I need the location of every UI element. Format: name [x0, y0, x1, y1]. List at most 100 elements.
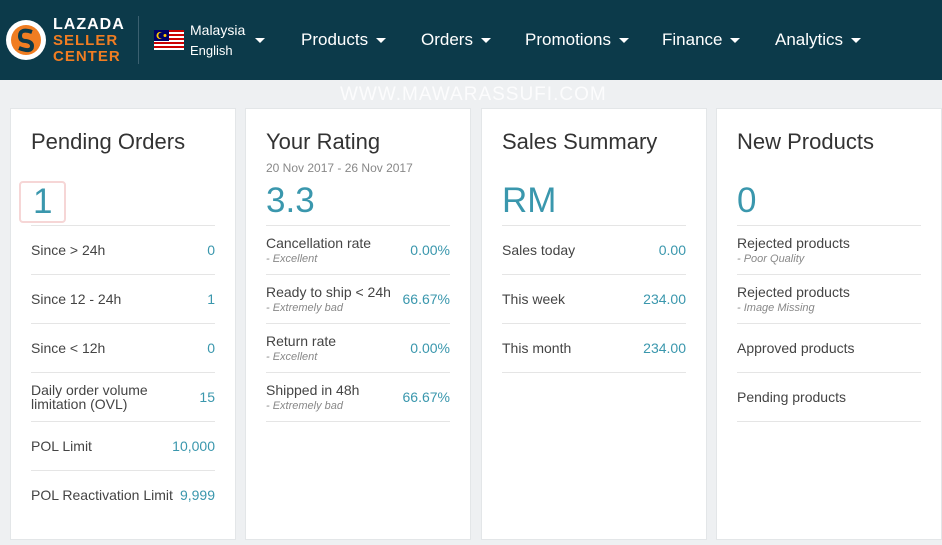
caret — [618, 38, 629, 44]
row-value: 10,000 — [172, 438, 215, 454]
divider — [138, 16, 139, 64]
row-label: Since > 24h — [31, 242, 106, 258]
header: LAZADA SELLER CENTER Malaysia English Pr… — [0, 0, 942, 80]
nav-label: Promotions — [525, 30, 611, 49]
row[interactable]: Return rate - Excellent 0.00% — [266, 324, 450, 373]
row-text: Daily order volume limitation (OVL) — [31, 383, 161, 411]
row-text: Since < 12h — [31, 341, 105, 355]
rows: Since > 24h 0 Since 12 - 24h 1 Since < 12h 0 D… — [31, 225, 215, 519]
nav-item[interactable]: Products — [301, 30, 387, 50]
row-text: Since > 24h — [31, 243, 105, 257]
big-number: 1 — [19, 181, 67, 223]
card-title: Pending Orders — [31, 129, 186, 154]
row-label: Since 12 - 24h — [31, 291, 122, 307]
caret — [851, 38, 862, 44]
nav-item[interactable]: Analytics — [775, 30, 862, 50]
logo-icon — [6, 20, 46, 60]
row[interactable]: Cancellation rate - Excellent 0.00% — [266, 226, 450, 275]
rows: Rejected products - Poor Quality Rejected … — [737, 225, 921, 422]
row-text: This month — [502, 341, 571, 355]
row-text: Since 12 - 24h — [31, 292, 121, 306]
row-text: This week — [502, 292, 565, 306]
row-text: Return rate - Excellent — [266, 334, 336, 363]
nav-item[interactable]: Finance — [662, 30, 741, 50]
row-value: 66.67% — [402, 291, 450, 307]
row-sub: - Extremely bad — [266, 301, 344, 314]
card-title: New Products — [737, 129, 874, 154]
row[interactable]: Shipped in 48h - Extremely bad 66.67% — [266, 373, 450, 422]
row-label: Daily order volume limitation (OVL) — [31, 382, 148, 412]
watermark: WWW.MAWARASSUFI.COM — [340, 84, 607, 105]
nav-label: Finance — [662, 30, 723, 49]
row-label: Approved products — [737, 340, 855, 356]
row[interactable]: Sales today 0.00 — [502, 226, 686, 275]
country[interactable]: Malaysia — [190, 22, 246, 38]
caret — [730, 38, 741, 44]
nav-item[interactable]: Promotions — [525, 30, 629, 50]
row-label: Since < 12h — [31, 340, 106, 356]
row-sub: - Image Missing — [737, 301, 815, 314]
row-label: This month — [502, 340, 572, 356]
card: Sales Summary RM Sales today 0.00 This week 2… — [481, 108, 707, 540]
row-value: 0.00% — [410, 340, 450, 356]
row-label: Sales today — [502, 242, 576, 258]
big-number: 0 — [737, 181, 757, 220]
row-text: Pending products — [737, 390, 846, 404]
row[interactable]: Rejected products - Image Missing — [737, 275, 921, 324]
row-label: This week — [502, 291, 566, 307]
row[interactable]: Rejected products - Poor Quality — [737, 226, 921, 275]
rows: Sales today 0.00 This week 234.00 This month… — [502, 225, 686, 373]
row-value: 0 — [207, 242, 215, 258]
card: New Products 0 Rejected products - Poor Qua… — [716, 108, 942, 540]
row[interactable]: Ready to ship < 24h - Extremely bad 66.67% — [266, 275, 450, 324]
row[interactable]: Since 12 - 24h 1 — [31, 275, 215, 324]
row-sub: - Excellent — [266, 252, 318, 265]
row-label: Shipped in 48h — [266, 381, 360, 398]
row[interactable]: Since > 24h 0 — [31, 226, 215, 275]
caret — [255, 38, 265, 43]
card: Your Rating 20 Nov 2017 - 26 Nov 2017 3.3 C… — [245, 108, 471, 540]
row-text: POL Reactivation Limit — [31, 488, 173, 502]
nav-label: Orders — [421, 30, 473, 49]
row-sub: - Poor Quality — [737, 252, 805, 265]
row[interactable]: Approved products — [737, 324, 921, 373]
row-value: 0.00% — [410, 242, 450, 258]
row-label: Return rate — [266, 332, 337, 349]
big-number: 3.3 — [266, 181, 315, 220]
row-label: Pending products — [737, 389, 846, 405]
row-value: 234.00 — [643, 291, 686, 307]
nav-item[interactable]: Orders — [421, 30, 491, 50]
date-range: 20 Nov 2017 - 26 Nov 2017 — [266, 161, 413, 175]
row-sub: - Extremely bad — [266, 399, 344, 412]
row-text: Approved products — [737, 341, 855, 355]
row-value: 66.67% — [402, 389, 450, 405]
row[interactable]: Daily order volume limitation (OVL) 15 — [31, 373, 215, 422]
row-text: POL Limit — [31, 439, 92, 453]
big-number: RM — [502, 181, 557, 220]
card: Pending Orders 1 Since > 24h 0 Since 12 - 24… — [10, 108, 236, 540]
row[interactable]: POL Limit 10,000 — [31, 422, 215, 471]
row[interactable]: Since < 12h 0 — [31, 324, 215, 373]
rows: Cancellation rate - Excellent 0.00% Ready t… — [266, 225, 450, 422]
row-label: Ready to ship < 24h — [266, 283, 391, 300]
row-sub: - Excellent — [266, 350, 318, 363]
row-label: Rejected products — [737, 283, 850, 300]
row-label: Rejected products — [737, 234, 850, 251]
caret — [480, 38, 491, 44]
logo-text: CENTER — [53, 48, 121, 65]
nav-label: Products — [301, 30, 369, 49]
flag — [154, 30, 184, 50]
row[interactable]: This month 234.00 — [502, 324, 686, 373]
row-value: 1 — [207, 291, 215, 307]
language[interactable]: English — [190, 43, 233, 58]
row-value: 9,999 — [179, 487, 215, 503]
row-label: POL Limit — [31, 438, 92, 454]
row-text: Sales today — [502, 243, 575, 257]
row-text: Ready to ship < 24h - Extremely bad — [266, 285, 391, 314]
caret — [376, 38, 387, 44]
row[interactable]: This week 234.00 — [502, 275, 686, 324]
row[interactable]: Pending products — [737, 373, 921, 422]
logo-text: LAZADA — [53, 16, 125, 33]
row[interactable]: POL Reactivation Limit 9,999 — [31, 471, 215, 519]
